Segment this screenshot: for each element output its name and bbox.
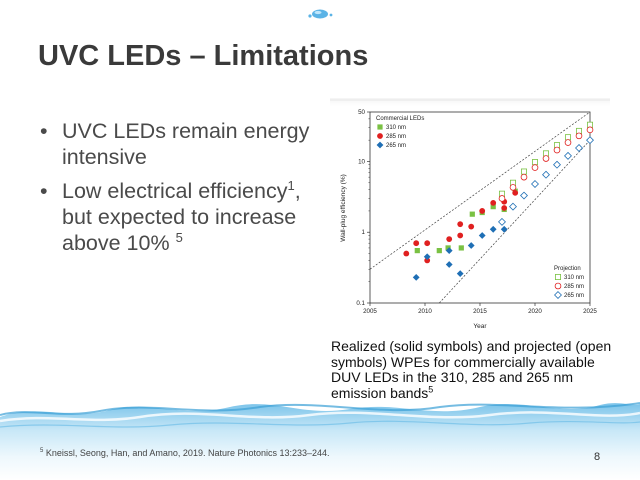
projected-point-265-nm [498,217,506,226]
projected-point-285-nm [531,164,539,171]
realized-point-265-nm [456,270,464,278]
legend-marker [554,282,562,290]
projected-point-310-nm [542,150,549,157]
legend-marker [554,273,561,280]
realized-point-310-nm [436,248,442,254]
projected-point-265-nm [575,144,583,152]
legend-label: 285 nm [386,134,406,140]
caption-text: Realized (solid symbols) and projected (… [331,338,612,401]
water-drop-logo [308,9,333,19]
caption-ref: 5 [428,383,434,394]
figure-caption: Realized (solid symbols) and projected (… [331,338,621,401]
realized-point-310-nm [458,245,464,251]
legend-marker [377,124,383,130]
realized-point-310-nm [469,211,475,217]
projected-point-285-nm [575,132,583,140]
legend-title: Projection [554,266,581,272]
realized-point-310-nm [414,248,420,254]
projected-point-265-nm [564,151,572,160]
x-tick-label: 2020 [528,308,542,315]
chart-panel [330,98,610,338]
projected-point-265-nm [520,191,528,200]
x-tick-label: 2005 [363,308,377,315]
footnote-marker: 5 [40,448,44,454]
realized-point-285-nm [446,236,453,242]
projected-point-265-nm [531,180,539,188]
trend-guide-line [439,139,591,304]
realized-point-285-nm [403,250,410,257]
legend-label: 285 nm [564,284,584,290]
projected-point-265-nm [509,202,517,211]
realized-point-265-nm [500,225,508,233]
legend-title: Commercial LEDs [376,116,424,122]
realized-point-265-nm [445,247,453,255]
realized-point-285-nm [457,232,464,239]
y-tick-label: 10 [358,158,365,165]
legend-label: 265 nm [386,143,406,149]
chart-panel-top [330,98,610,106]
projected-point-285-nm [553,146,561,154]
projected-point-265-nm [586,136,594,145]
x-axis-label: Year [473,323,487,330]
bullet-list: UVC LEDs remain energy intensive Low ele… [40,118,310,264]
realized-point-285-nm [501,205,508,211]
slide-title: UVC LEDs – Limitations [38,40,369,72]
projected-point-310-nm [564,134,571,141]
x-tick-label: 2025 [583,308,597,315]
realized-point-265-nm [423,253,431,261]
realized-point-285-nm [490,199,497,206]
y-tick-label: 50 [358,109,365,116]
projected-point-285-nm [564,139,572,146]
y-tick-label: 0.1 [356,300,365,307]
projected-point-285-nm [586,126,594,134]
realized-point-265-nm [445,261,453,268]
projected-point-265-nm [553,160,561,169]
realized-point-265-nm [478,232,486,239]
y-tick-label: 1 [362,229,366,236]
wpe-chart: 2005 2010 2015 2020 2025 0.1 1 10 50 Wall-plug e… [330,98,610,338]
realized-point-285-nm [424,257,431,264]
realized-point-285-nm [512,189,519,196]
x-tick-label: 2015 [473,308,487,315]
bullet-item: UVC LEDs remain energy intensive [40,118,310,170]
bullet-text: Low electrical efficiency [62,179,288,203]
projected-point-285-nm [520,173,528,181]
water-splash-banner [0,402,640,480]
bullet-item: Low electrical efficiency1, but expected… [40,178,310,256]
bullet-text: UVC LEDs remain energy intensive [62,119,310,169]
projected-point-285-nm [542,155,550,162]
realized-point-265-nm [412,274,420,281]
legend-label: 310 nm [386,125,406,131]
projected-point-310-nm [520,168,527,175]
projected-point-265-nm [542,170,550,179]
wpe-scatter-plot: 2005 2010 2015 2020 2025 0.1 1 10 50 Wall-plug e… [330,98,610,338]
realized-point-285-nm [479,208,486,214]
y-axis-label: Wall-plug efficiency (%) [340,174,347,242]
realized-point-285-nm [468,223,475,230]
bullet-text: , but expected to increase above 10% [62,179,301,255]
realized-point-310-nm [445,245,451,251]
realized-point-285-nm [413,240,420,247]
x-tick-label: 2010 [418,308,432,315]
legend-label: 310 nm [564,275,584,281]
projected-point-285-nm [509,184,517,191]
legend-marker [377,133,383,139]
legend-projected: Projection 310 nm 285 nm 265 nm [554,266,584,299]
page-number: 8 [594,451,601,463]
realized-point-285-nm [424,240,431,247]
footnote-text: Kneissl, Seong, Han, and Amano, 2019. Na… [43,448,330,458]
realized-point-265-nm [467,242,475,249]
realized-point-265-nm [489,225,497,233]
legend-marker [554,291,562,299]
footnote: 5 Kneissl, Seong, Han, and Amano, 2019. … [40,448,330,458]
projected-point-285-nm [498,195,506,202]
realized-point-310-nm [490,204,496,210]
projected-point-310-nm [531,159,538,166]
legend-label: 265 nm [564,293,584,299]
trend-guide-line [369,111,591,270]
realized-point-285-nm [457,221,464,228]
superscript-ref: 1 [287,177,295,193]
superscript-ref: 5 [175,229,183,245]
